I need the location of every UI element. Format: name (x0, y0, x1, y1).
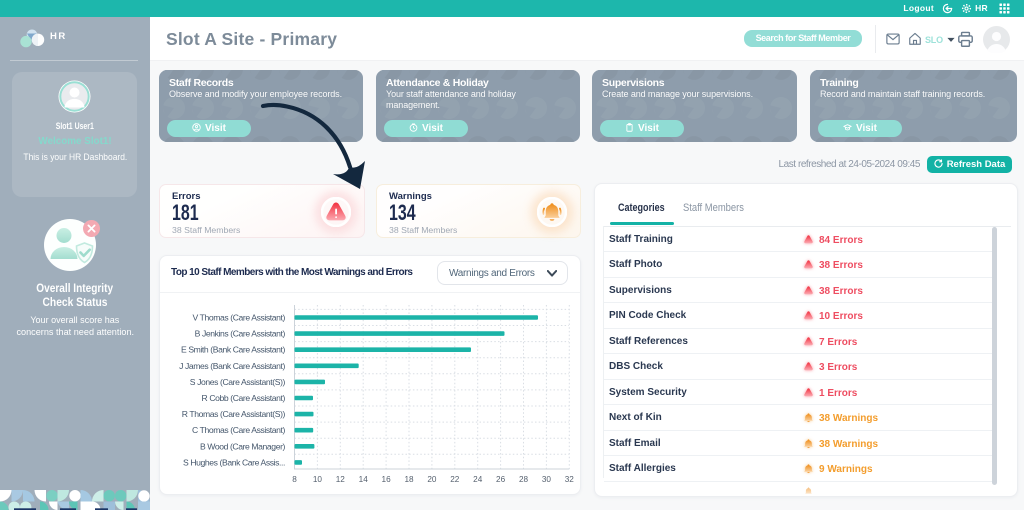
svg-text:18: 18 (404, 475, 414, 484)
svg-text:24: 24 (473, 475, 483, 484)
svg-text:22: 22 (450, 475, 460, 484)
svg-text:B Jenkins (Care Assistant): B Jenkins (Care Assistant) (195, 329, 286, 339)
svg-text:26: 26 (496, 475, 506, 484)
svg-text:E Smith (Bank Care Assistant): E Smith (Bank Care Assistant) (181, 345, 286, 355)
svg-text:S Jones (Care Assistant(S)): S Jones (Care Assistant(S)) (190, 377, 286, 387)
svg-text:12: 12 (336, 475, 346, 484)
svg-text:V Thomas (Care Assistant): V Thomas (Care Assistant) (192, 313, 285, 323)
svg-text:C Thomas (Care Assistant): C Thomas (Care Assistant) (192, 425, 286, 435)
svg-text:30: 30 (542, 475, 552, 484)
svg-text:32: 32 (565, 475, 575, 484)
svg-text:R Cobb (Care Assistant): R Cobb (Care Assistant) (202, 393, 286, 403)
svg-text:10: 10 (313, 475, 323, 484)
svg-text:B Wood (Care Manager): B Wood (Care Manager) (200, 441, 286, 451)
svg-text:8: 8 (292, 475, 297, 484)
svg-text:16: 16 (382, 475, 392, 484)
svg-text:S Hughes (Bank Care Assis...: S Hughes (Bank Care Assis... (183, 457, 285, 467)
svg-text:28: 28 (519, 475, 529, 484)
svg-text:20: 20 (427, 475, 437, 484)
svg-text:R Thomas (Care Assistant(S)): R Thomas (Care Assistant(S)) (182, 409, 286, 419)
svg-text:J James (Bank Care Assistant): J James (Bank Care Assistant) (179, 361, 285, 371)
svg-text:14: 14 (359, 475, 369, 484)
